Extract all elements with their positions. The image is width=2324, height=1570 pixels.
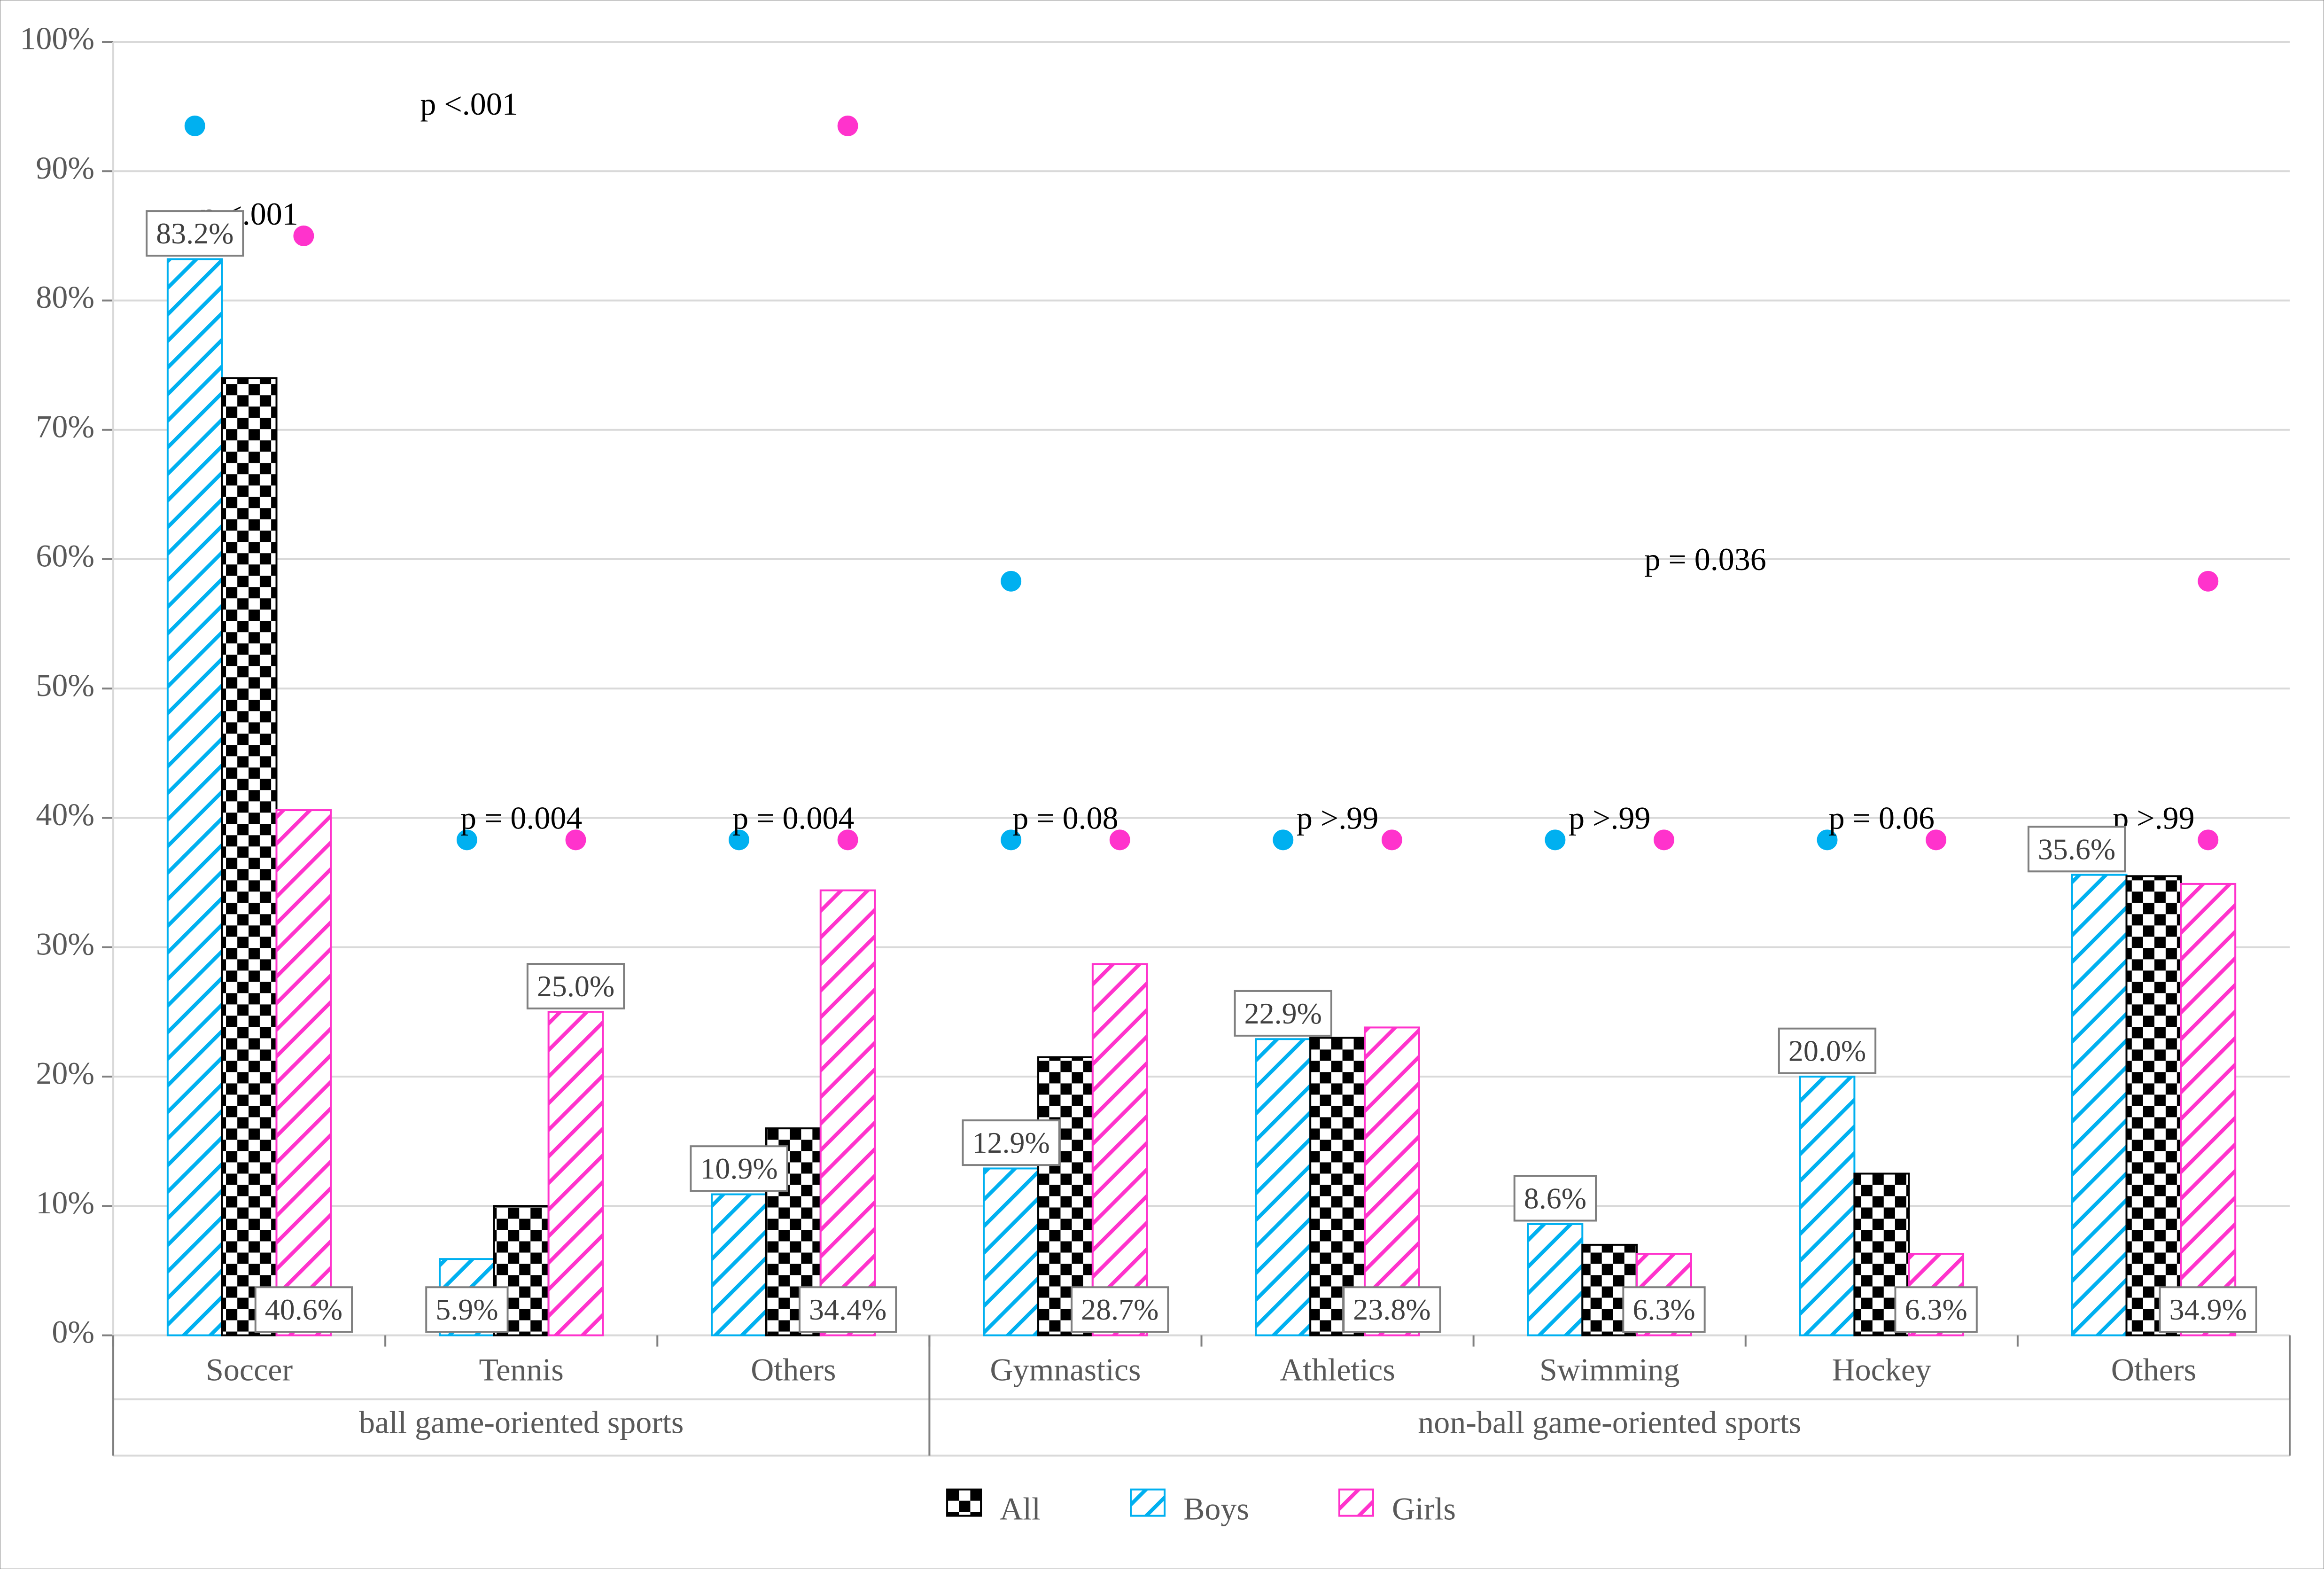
svg-text:28.7%: 28.7% [1081, 1293, 1158, 1326]
svg-text:6.3%: 6.3% [1904, 1293, 1967, 1326]
p-value-label: p = 0.004 [460, 800, 582, 836]
legend-swatch [1131, 1490, 1165, 1516]
legend-label: Boys [1183, 1491, 1249, 1526]
y-tick-label: 90% [36, 150, 94, 186]
x-group-label: ball game-oriented sports [359, 1405, 684, 1440]
svg-text:10.9%: 10.9% [700, 1152, 777, 1185]
x-category-label: Hockey [1832, 1352, 1931, 1388]
bar-boys [984, 1168, 1038, 1335]
bar-girls [1093, 964, 1147, 1336]
legend-swatch [947, 1490, 981, 1516]
y-tick-label: 100% [20, 21, 94, 56]
svg-text:83.2%: 83.2% [156, 217, 233, 250]
svg-text:20.0%: 20.0% [1788, 1034, 1866, 1068]
svg-text:12.9%: 12.9% [972, 1126, 1049, 1159]
p-value-label: p = 0.06 [1829, 800, 1935, 836]
y-tick-label: 50% [36, 667, 94, 703]
p-value-label: p <.001 [420, 86, 518, 122]
bar-boys [712, 1195, 766, 1336]
x-category-label: Tennis [479, 1352, 564, 1388]
svg-text:5.9%: 5.9% [435, 1293, 498, 1326]
bars [168, 259, 2235, 1335]
y-tick-label: 80% [36, 279, 94, 315]
p-value-label: p >.99 [1569, 800, 1650, 836]
svg-text:34.9%: 34.9% [2169, 1293, 2247, 1326]
y-tick-label: 0% [52, 1314, 94, 1350]
value-labels: 83.2% 40.6% 5.9% 25.0% 10.9% 34.4% 12.9% 28.7% 2… [147, 211, 2256, 1332]
y-tick-label: 70% [36, 408, 94, 444]
x-category-label: Swimming [1539, 1352, 1680, 1388]
bar-all [2127, 876, 2181, 1335]
svg-text:23.8%: 23.8% [1353, 1293, 1430, 1326]
svg-text:8.6%: 8.6% [1524, 1182, 1586, 1215]
bar-girls [549, 1012, 603, 1335]
y-tick-label: 30% [36, 926, 94, 961]
svg-text:25.0%: 25.0% [537, 969, 614, 1003]
legend: All Boys Girls [947, 1490, 1456, 1527]
x-category-label: Athletics [1280, 1352, 1395, 1388]
legend-label: All [1000, 1491, 1041, 1526]
x-category-label: Soccer [206, 1352, 293, 1388]
svg-text:6.3%: 6.3% [1632, 1293, 1695, 1326]
x-category-label: Others [2111, 1352, 2196, 1388]
legend-label: Girls [1392, 1491, 1456, 1526]
chart-canvas: 0% 10% 20% 30% 40% 50% 60% 70% 80% 90% 100% Soccer T… [0, 0, 2324, 1569]
bar-all [222, 378, 277, 1336]
svg-text:22.9%: 22.9% [1244, 997, 1322, 1030]
significance-brackets: p <.001p <.001p = 0.004p = 0.004p = 0.03… [185, 86, 2218, 850]
x-group-label: non-ball game-oriented sports [1418, 1405, 1801, 1440]
bar-boys [1256, 1039, 1310, 1335]
svg-text:35.6%: 35.6% [2038, 832, 2115, 866]
bar-girls [2181, 884, 2235, 1336]
svg-text:40.6%: 40.6% [265, 1293, 342, 1326]
bar-boys [1800, 1077, 1855, 1336]
chart-frame: 0% 10% 20% 30% 40% 50% 60% 70% 80% 90% 100% Soccer T… [0, 0, 2324, 1569]
y-tick-label: 40% [36, 797, 94, 832]
p-value-label: p = 0.004 [732, 800, 854, 836]
bar-chart: 0% 10% 20% 30% 40% 50% 60% 70% 80% 90% 100% Soccer T… [0, 0, 2324, 1569]
bar-boys [168, 259, 222, 1335]
bar-boys [1528, 1224, 1582, 1336]
x-category-label: Gymnastics [990, 1352, 1141, 1388]
bar-girls [821, 890, 875, 1336]
bar-girls [277, 810, 331, 1336]
p-value-label: p = 0.036 [1644, 541, 1766, 577]
y-tick-label: 10% [36, 1185, 94, 1220]
p-value-label: p >.99 [1297, 800, 1378, 836]
p-value-label: p = 0.08 [1012, 800, 1118, 836]
x-category-label: Others [751, 1352, 836, 1388]
svg-text:34.4%: 34.4% [809, 1293, 886, 1326]
bar-boys [2072, 875, 2127, 1336]
legend-swatch [1339, 1490, 1373, 1516]
y-tick-label: 60% [36, 538, 94, 574]
y-tick-label: 20% [36, 1055, 94, 1091]
